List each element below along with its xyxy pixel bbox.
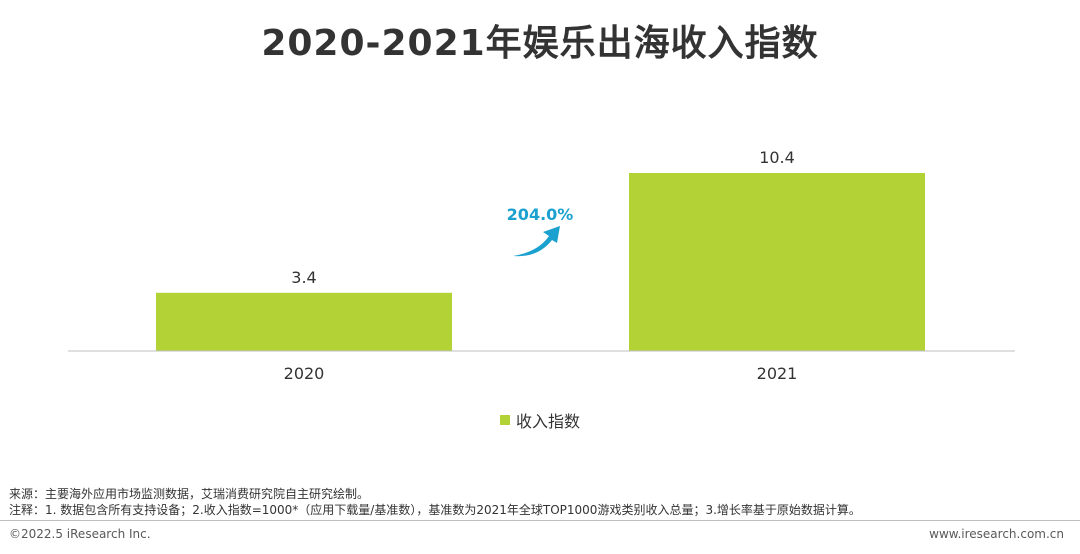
source-note: 来源：主要海外应用市场监测数据，艾瑞消费研究院自主研究绘制。 — [9, 487, 370, 501]
remark-note: 注释：1. 数据包含所有支持设备；2.收入指数=1000*（应用下载量/基准数）… — [9, 503, 861, 517]
notes: 来源：主要海外应用市场监测数据，艾瑞消费研究院自主研究绘制。 注释：1. 数据包… — [9, 486, 861, 518]
website-link[interactable]: www.iresearch.com.cn — [929, 527, 1064, 541]
bar-chart: 3.4 2020 10.4 2021 204.0% — [68, 148, 1015, 383]
data-label-2020: 3.4 — [291, 268, 316, 287]
growth-label: 204.0% — [507, 205, 574, 224]
footer-divider — [0, 520, 1080, 521]
copyright: ©2022.5 iResearch Inc. — [9, 527, 151, 541]
legend-swatch — [499, 415, 510, 425]
data-label-2021: 10.4 — [759, 148, 795, 167]
legend: 收入指数 — [0, 408, 1080, 432]
chart-title: 2020-2021年娱乐出海收入指数 — [261, 23, 819, 64]
bar-2020 — [156, 292, 452, 351]
x-tick-label-2020: 2020 — [284, 364, 325, 383]
x-tick-label-2021: 2021 — [757, 364, 798, 383]
growth-annotation: 204.0% — [507, 205, 574, 257]
bar-2021 — [629, 173, 925, 351]
legend-label: 收入指数 — [515, 412, 580, 431]
growth-arrow-icon — [513, 226, 560, 257]
